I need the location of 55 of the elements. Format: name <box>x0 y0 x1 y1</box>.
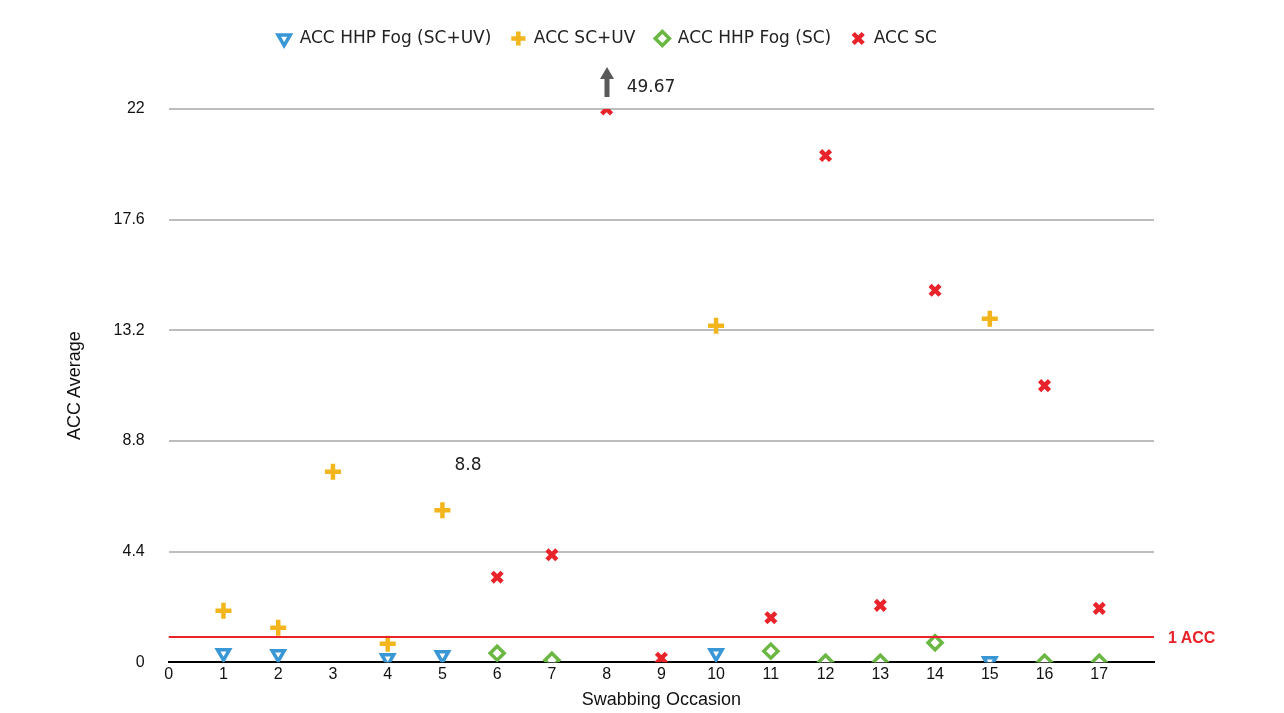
legend-label: ACC HHP Fog (SC) <box>677 26 832 47</box>
point <box>1092 601 1107 616</box>
x-tick-label: 10 <box>707 665 726 683</box>
x-tick-label: 5 <box>437 665 447 683</box>
annotation: 49.67 <box>626 76 676 97</box>
y-tick-label: 4.4 <box>122 541 145 559</box>
point <box>763 610 779 625</box>
x-tick-label: 14 <box>926 665 945 683</box>
point <box>654 650 669 663</box>
point <box>270 648 287 663</box>
y-axis-title: ACC Average <box>63 331 84 440</box>
x-tick-label: 13 <box>871 665 890 683</box>
annotation: 8.8 <box>454 454 482 475</box>
x-tick-label: 0 <box>164 665 174 683</box>
x-tick-label: 15 <box>980 665 999 683</box>
y-tick-label: 17.6 <box>113 210 145 228</box>
point <box>708 647 724 662</box>
point <box>873 598 888 613</box>
x-tick-label: 16 <box>1035 665 1054 683</box>
point <box>434 649 451 663</box>
x-tick-label: 7 <box>547 665 557 683</box>
point <box>488 644 506 662</box>
x-tick-label: 3 <box>328 665 338 683</box>
point <box>979 308 1001 329</box>
point <box>705 315 727 336</box>
legend-label: ACC SC <box>873 26 937 47</box>
x-tick-label: 8 <box>602 665 612 683</box>
legend-label: ACC HHP Fog (SC+UV) <box>299 26 492 47</box>
x-tick-label: 11 <box>762 665 780 683</box>
y-tick-label: 0 <box>135 652 145 670</box>
point <box>215 647 232 662</box>
point <box>213 600 234 621</box>
point <box>432 500 453 521</box>
point <box>267 617 289 638</box>
point <box>1037 378 1052 393</box>
ref-line-label: 1 ACC <box>1168 629 1216 647</box>
x-tick-label: 6 <box>492 665 502 683</box>
x-tick-label: 17 <box>1090 665 1109 683</box>
legend-label: ACC SC+UV <box>533 26 636 47</box>
x-tick-label: 4 <box>383 665 393 683</box>
point <box>926 634 944 652</box>
x-tick-label: 12 <box>816 665 835 683</box>
point <box>544 547 560 563</box>
x-tick-label: 9 <box>656 665 666 683</box>
y-tick-label: 13.2 <box>113 320 145 338</box>
point <box>489 570 505 585</box>
x-axis-title: Swabbing Occasion <box>581 689 741 710</box>
point <box>322 461 344 483</box>
x-tick-label: 2 <box>273 665 283 683</box>
y-tick-label: 22 <box>126 99 145 117</box>
x-tick-label: 1 <box>219 665 229 683</box>
point <box>818 148 833 163</box>
y-tick-label: 8.8 <box>122 431 145 449</box>
point <box>762 642 780 660</box>
point <box>927 283 943 298</box>
